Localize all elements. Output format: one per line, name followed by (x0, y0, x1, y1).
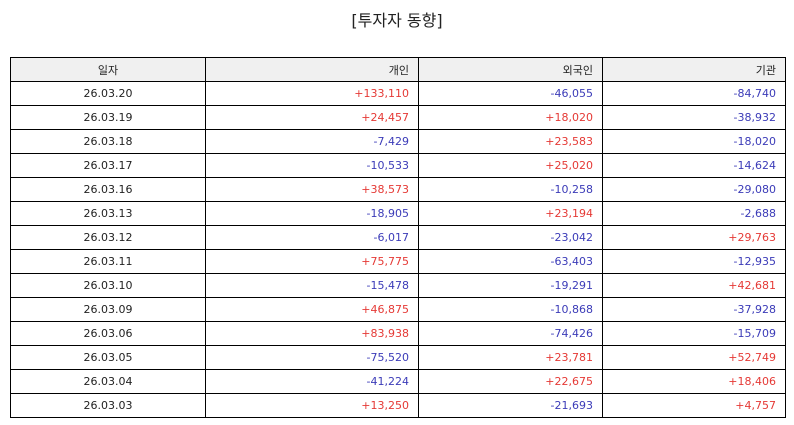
table-row: 26.03.18 -7,429 +23,583 -18,020 (10, 129, 786, 154)
cell-individual: +24,457 (205, 105, 419, 130)
cell-individual: -75,520 (205, 345, 419, 370)
cell-institution: -29,080 (602, 177, 786, 202)
table-row: 26.03.12 -6,017 -23,042 +29,763 (10, 225, 786, 250)
cell-date: 26.03.05 (10, 345, 206, 370)
cell-individual: -41,224 (205, 369, 419, 394)
cell-individual: -15,478 (205, 273, 419, 298)
cell-institution: -37,928 (602, 297, 786, 322)
cell-individual: +75,775 (205, 249, 419, 274)
cell-institution: +18,406 (602, 369, 786, 394)
cell-date: 26.03.19 (10, 105, 206, 130)
cell-date: 26.03.12 (10, 225, 206, 250)
cell-foreign: -10,258 (418, 177, 603, 202)
page-title: [투자자 동향] (351, 11, 443, 30)
table-body: 26.03.20 +133,110 -46,055 -84,740 26.03.19 +2… (10, 81, 786, 418)
cell-individual: +83,938 (205, 321, 419, 346)
cell-foreign: +22,675 (418, 369, 603, 394)
cell-institution: -38,932 (602, 105, 786, 130)
cell-institution: -12,935 (602, 249, 786, 274)
cell-date: 26.03.06 (10, 321, 206, 346)
cell-date: 26.03.09 (10, 297, 206, 322)
cell-foreign: -23,042 (418, 225, 603, 250)
cell-institution: +42,681 (602, 273, 786, 298)
cell-foreign: +23,781 (418, 345, 603, 370)
cell-institution: +52,749 (602, 345, 786, 370)
cell-date: 26.03.10 (10, 273, 206, 298)
cell-individual: -18,905 (205, 201, 419, 226)
table-row: 26.03.13 -18,905 +23,194 -2,688 (10, 201, 786, 226)
header-foreign: 외국인 (418, 57, 603, 82)
cell-foreign: -63,403 (418, 249, 603, 274)
cell-foreign: +23,194 (418, 201, 603, 226)
cell-institution: -18,020 (602, 129, 786, 154)
table-row: 26.03.04 -41,224 +22,675 +18,406 (10, 369, 786, 394)
table-row: 26.03.05 -75,520 +23,781 +52,749 (10, 345, 786, 370)
cell-institution: +4,757 (602, 393, 786, 418)
cell-institution: -15,709 (602, 321, 786, 346)
cell-date: 26.03.13 (10, 201, 206, 226)
cell-individual: +13,250 (205, 393, 419, 418)
table-row: 26.03.11 +75,775 -63,403 -12,935 (10, 249, 786, 274)
cell-date: 26.03.04 (10, 369, 206, 394)
cell-foreign: +23,583 (418, 129, 603, 154)
cell-foreign: +18,020 (418, 105, 603, 130)
cell-foreign: -46,055 (418, 81, 603, 106)
cell-institution: +29,763 (602, 225, 786, 250)
cell-individual: -7,429 (205, 129, 419, 154)
cell-date: 26.03.17 (10, 153, 206, 178)
cell-foreign: -74,426 (418, 321, 603, 346)
cell-institution: -14,624 (602, 153, 786, 178)
cell-foreign: -10,868 (418, 297, 603, 322)
investor-trend-table: 일자 개인 외국인 기관 26.03.20 +133,110 -46,055 -84,… (10, 57, 786, 418)
table-row: 26.03.10 -15,478 -19,291 +42,681 (10, 273, 786, 298)
header-institution: 기관 (602, 57, 786, 82)
cell-individual: +38,573 (205, 177, 419, 202)
cell-date: 26.03.20 (10, 81, 206, 106)
cell-foreign: +25,020 (418, 153, 603, 178)
table-row: 26.03.20 +133,110 -46,055 -84,740 (10, 81, 786, 106)
header-individual: 개인 (205, 57, 419, 82)
cell-foreign: -21,693 (418, 393, 603, 418)
cell-individual: -10,533 (205, 153, 419, 178)
cell-foreign: -19,291 (418, 273, 603, 298)
cell-date: 26.03.11 (10, 249, 206, 274)
table-row: 26.03.03 +13,250 -21,693 +4,757 (10, 393, 786, 418)
table-row: 26.03.19 +24,457 +18,020 -38,932 (10, 105, 786, 130)
cell-date: 26.03.16 (10, 177, 206, 202)
table-row: 26.03.17 -10,533 +25,020 -14,624 (10, 153, 786, 178)
cell-institution: -2,688 (602, 201, 786, 226)
cell-individual: -6,017 (205, 225, 419, 250)
cell-individual: +46,875 (205, 297, 419, 322)
cell-individual: +133,110 (205, 81, 419, 106)
table-row: 26.03.09 +46,875 -10,868 -37,928 (10, 297, 786, 322)
cell-institution: -84,740 (602, 81, 786, 106)
cell-date: 26.03.03 (10, 393, 206, 418)
table-header-row: 일자 개인 외국인 기관 (10, 57, 786, 82)
cell-date: 26.03.18 (10, 129, 206, 154)
table-row: 26.03.06 +83,938 -74,426 -15,709 (10, 321, 786, 346)
table-row: 26.03.16 +38,573 -10,258 -29,080 (10, 177, 786, 202)
header-date: 일자 (10, 57, 206, 82)
